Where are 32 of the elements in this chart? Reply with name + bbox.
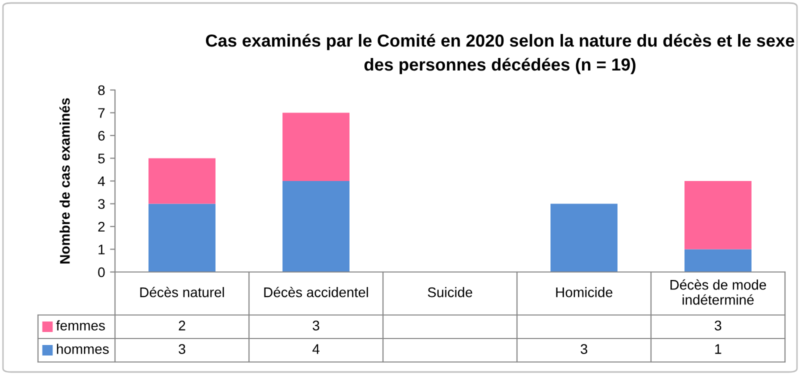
y-tick-label: 5 (98, 154, 105, 164)
data-label: 2 (178, 320, 186, 330)
bar (550, 204, 618, 272)
bar (148, 158, 216, 204)
legend-label: hommes (56, 344, 109, 354)
bar (684, 181, 752, 250)
data-label: 3 (714, 320, 722, 330)
data-label: 3 (580, 344, 588, 354)
chart-title: Cas examinés par le Comité en 2020 selon la nature du décès et le sexe des personnes décédées (n = 19) (206, 34, 794, 74)
y-tick-label: 4 (98, 176, 105, 186)
data-label: 3 (178, 344, 186, 354)
x-tick-label: Décès naturel (140, 286, 224, 298)
bar (148, 204, 216, 272)
bar (282, 181, 350, 272)
bar (282, 112, 350, 181)
bar (684, 249, 752, 272)
y-tick-label: 1 (98, 244, 105, 254)
y-axis-title: Nombre de cas examinés (59, 98, 70, 264)
x-tick-label: Décès accidentel (264, 286, 368, 298)
y-tick-label: 6 (98, 130, 105, 141)
x-tick-label: Homicide (556, 287, 612, 298)
data-label: 4 (312, 344, 320, 354)
data-label: 1 (715, 344, 722, 354)
data-label: 3 (312, 320, 320, 330)
y-tick-label: 0 (98, 267, 105, 278)
y-tick-label: 8 (98, 85, 105, 96)
y-tick-label: 3 (98, 199, 105, 209)
x-tick-label: Suicide (428, 287, 472, 298)
y-tick-label: 2 (98, 222, 105, 232)
x-tick-label: Décès de mode indéterminé (670, 279, 766, 305)
y-tick-label: 7 (98, 108, 105, 118)
legend-label: femmes (56, 320, 105, 330)
